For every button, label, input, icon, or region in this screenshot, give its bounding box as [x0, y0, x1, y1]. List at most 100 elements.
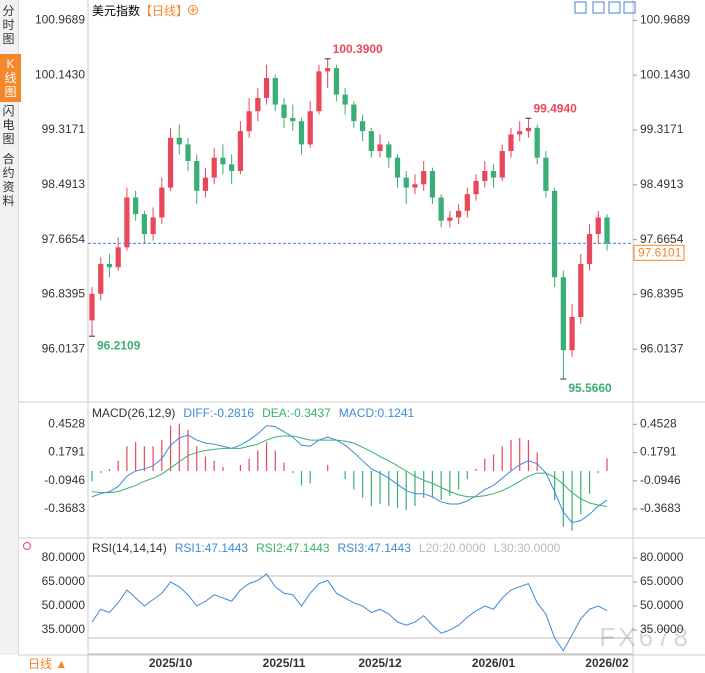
- candle-body: [394, 157, 401, 178]
- legend-item: MACD(26,12,9): [92, 406, 176, 420]
- candle-body: [98, 263, 104, 294]
- candle-body: [543, 157, 549, 191]
- y-tick-label: 96.8395: [42, 287, 86, 301]
- candle-body: [455, 210, 462, 218]
- y-tick-label-right: 98.4913: [640, 177, 684, 191]
- candle-body: [595, 217, 601, 235]
- y-tick-label: 35.0000: [42, 622, 86, 636]
- candle-body: [351, 104, 357, 122]
- candle-body: [115, 247, 121, 268]
- tab[interactable]: 合约资料: [2, 152, 15, 208]
- tab[interactable]: 分时图: [2, 4, 15, 46]
- candle-body: [586, 234, 593, 264]
- macd-legend: MACD(26,12,9) DIFF:-0.2816 DEA:-0.3437 MACD…: [92, 406, 422, 420]
- chart-title: 美元指数: [92, 4, 141, 18]
- candle-body: [377, 144, 383, 152]
- legend-item: DEA:-0.3437: [262, 406, 331, 420]
- candle-body: [89, 293, 95, 321]
- candle-body: [263, 78, 270, 98]
- legend-item: MACD:0.1241: [338, 406, 415, 420]
- candle-body: [246, 111, 252, 132]
- candle-body: [220, 157, 226, 165]
- y-tick-label-right: 80.0000: [640, 550, 684, 564]
- y-tick-label: 97.6654: [42, 232, 86, 246]
- candle-body: [604, 217, 610, 244]
- candle-body: [316, 71, 322, 112]
- candle-body: [517, 131, 523, 135]
- legend-item: L30:30.0000: [493, 541, 561, 555]
- candle-body: [211, 157, 217, 178]
- candle-body: [281, 104, 287, 118]
- add-icon[interactable]: [188, 5, 198, 15]
- candle-body: [159, 187, 165, 218]
- tab[interactable]: 闪电图: [2, 104, 15, 146]
- candle-body: [176, 137, 182, 145]
- candle-body: [447, 217, 453, 221]
- x-tick-label: 2025/10: [149, 656, 193, 670]
- legend-item: RSI2:47.1443: [256, 541, 330, 555]
- x-tick-label: 2025/11: [263, 656, 306, 670]
- tool-icon[interactable]: [574, 1, 587, 14]
- y-tick-label-right: 65.0000: [640, 574, 684, 588]
- y-tick-label-right: 100.1430: [640, 67, 690, 81]
- extreme-label: 95.5660: [568, 381, 612, 395]
- y-tick-label-right: -0.0946: [640, 473, 681, 487]
- candle-body: [272, 78, 278, 105]
- watermark: FX678: [599, 622, 691, 652]
- y-tick-label: 80.0000: [42, 550, 86, 564]
- y-tick-label: 0.4528: [48, 416, 85, 430]
- extreme-label: 96.2109: [97, 338, 141, 352]
- candle-body: [438, 197, 444, 221]
- settings-icon[interactable]: [23, 542, 31, 550]
- y-tick-label: 98.4913: [42, 177, 86, 191]
- y-tick-label-right: -0.3683: [640, 501, 681, 515]
- candle-body: [342, 94, 348, 105]
- candle-body: [298, 121, 305, 145]
- candle-body: [403, 177, 409, 188]
- candle-body: [421, 170, 427, 185]
- candle-body: [255, 97, 261, 112]
- y-tick-label-right: 35.0000: [640, 622, 684, 636]
- tool-icon[interactable]: [623, 1, 636, 14]
- chart-title-row: 美元指数【日线】: [92, 2, 188, 19]
- legend-item: RSI(14,14,14): [92, 541, 167, 555]
- candle-body: [141, 214, 147, 235]
- candle-body: [106, 263, 113, 268]
- y-tick-label: 100.9689: [35, 13, 85, 27]
- candle-body: [412, 184, 418, 188]
- candle-body: [229, 164, 235, 171]
- candle-body: [167, 137, 174, 188]
- sidebar: 分时图 K线图 闪电图 合约资料: [0, 0, 21, 655]
- candle-body: [482, 170, 488, 181]
- candle-body: [124, 197, 130, 248]
- y-tick-label: 100.1430: [35, 67, 85, 81]
- candle-body: [194, 161, 200, 191]
- candle-body: [569, 317, 575, 351]
- y-tick-label-right: 97.6654: [640, 232, 684, 246]
- candle-body: [237, 131, 244, 171]
- legend-item: RSI3:47.1443: [337, 541, 411, 555]
- tool-icon[interactable]: [608, 1, 621, 14]
- candle-body: [325, 68, 331, 72]
- y-tick-label-right: 50.0000: [640, 598, 684, 612]
- candle-body: [508, 134, 514, 152]
- period-switch[interactable]: 日线 ▲: [28, 657, 68, 671]
- extreme-label: 100.3900: [333, 42, 383, 56]
- last-price-box: [633, 244, 685, 261]
- candle-body: [534, 127, 540, 158]
- candle-body: [560, 277, 566, 351]
- tool-icon[interactable]: [592, 1, 605, 14]
- y-tick-label: -0.3683: [44, 501, 85, 515]
- candle-body: [133, 197, 139, 215]
- candle-body: [490, 170, 497, 178]
- y-tick-label-right: 0.1791: [640, 445, 677, 459]
- y-tick-label-right: 96.0137: [640, 341, 684, 355]
- candle-body: [202, 177, 209, 191]
- tab-active[interactable]: K线图: [0, 54, 21, 102]
- y-tick-label: -0.0946: [44, 473, 85, 487]
- series-line: [91, 425, 608, 524]
- y-tick-label-right: 96.8395: [640, 287, 684, 301]
- candle-body: [386, 144, 392, 158]
- candle-body: [368, 131, 374, 152]
